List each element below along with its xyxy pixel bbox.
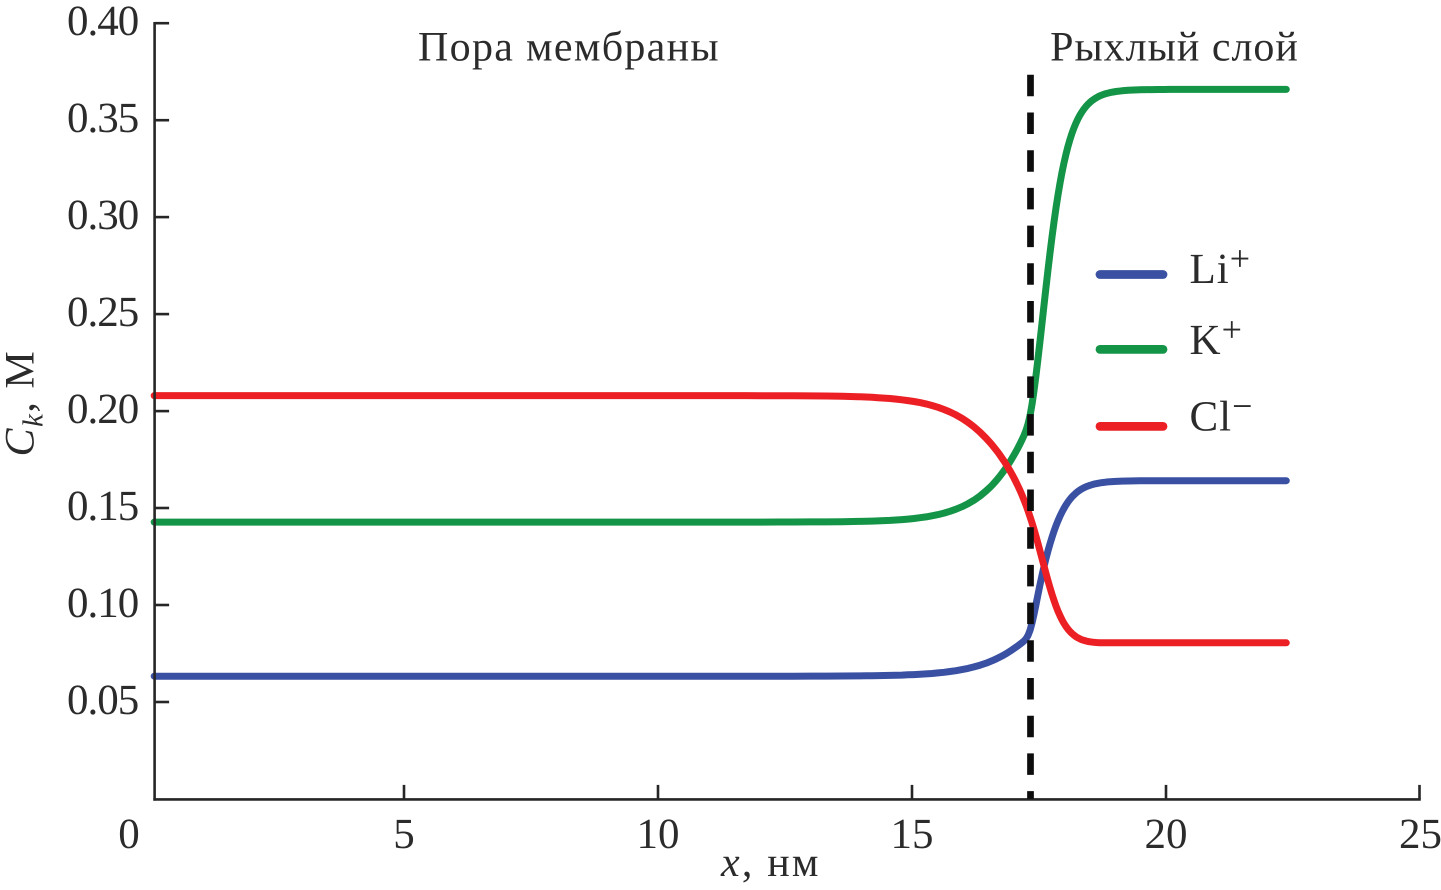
svg-text:25: 25 bbox=[1399, 811, 1441, 858]
svg-text:0.10: 0.10 bbox=[67, 580, 138, 627]
svg-text:0.30: 0.30 bbox=[67, 192, 138, 239]
svg-text:0.35: 0.35 bbox=[67, 95, 138, 142]
svg-text:20: 20 bbox=[1145, 811, 1188, 858]
svg-text:0.05: 0.05 bbox=[67, 677, 138, 724]
svg-text:0.20: 0.20 bbox=[67, 386, 138, 433]
svg-text:Пора мембраны: Пора мембраны bbox=[418, 24, 720, 70]
svg-text:x, нм: x, нм bbox=[720, 840, 821, 886]
svg-text:5: 5 bbox=[393, 811, 415, 858]
svg-text:10: 10 bbox=[637, 811, 680, 858]
svg-text:Ck, М: Ck, М bbox=[0, 350, 50, 457]
svg-text:0.40: 0.40 bbox=[67, 0, 138, 45]
svg-text:Рыхлый слой: Рыхлый слой bbox=[1050, 24, 1299, 70]
svg-text:0.15: 0.15 bbox=[67, 483, 138, 530]
svg-text:0.25: 0.25 bbox=[67, 289, 138, 336]
svg-text:0: 0 bbox=[118, 811, 140, 858]
svg-text:15: 15 bbox=[891, 811, 934, 858]
